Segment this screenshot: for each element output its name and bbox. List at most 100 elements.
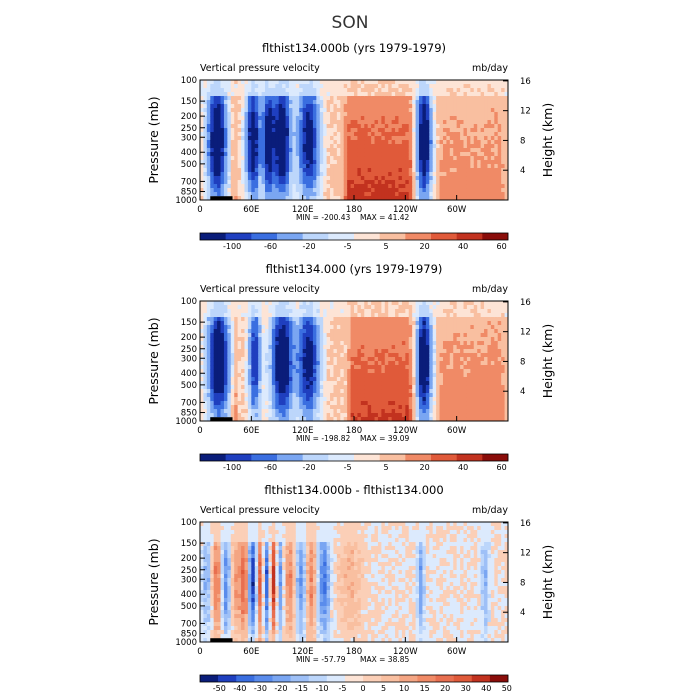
heatmap-cell: [247, 180, 252, 185]
heatmap-cell: [323, 152, 328, 157]
heatmap-cell: [285, 401, 290, 406]
heatmap-cell: [497, 116, 502, 121]
heatmap-cell: [223, 88, 228, 93]
heatmap-cell: [367, 377, 372, 382]
heatmap-cell: [251, 325, 256, 330]
heatmap-cell: [282, 180, 287, 185]
heatmap-cell: [271, 357, 276, 362]
heatmap-cell: [275, 405, 280, 410]
heatmap-cell: [350, 132, 355, 137]
heatmap-cell: [244, 353, 249, 358]
heatmap-cell: [432, 381, 437, 386]
heatmap-cell: [292, 329, 297, 334]
heatmap-cell: [227, 124, 232, 129]
heatmap-cell: [323, 96, 328, 101]
heatmap-cell: [429, 92, 434, 97]
heatmap-cell: [258, 84, 263, 89]
heatmap-cell: [347, 160, 352, 165]
heatmap-cell: [203, 140, 208, 145]
heatmap-cell: [480, 196, 485, 200]
heatmap-cell: [398, 176, 403, 181]
heatmap-cell: [412, 160, 417, 165]
heatmap-cell: [295, 160, 300, 165]
heatmap-cell: [442, 301, 447, 306]
heatmap-cell: [484, 104, 488, 109]
heatmap-cell: [354, 104, 358, 109]
heatmap-cell: [288, 80, 293, 85]
heatmap-cell: [504, 196, 508, 200]
heatmap-cell: [230, 329, 235, 334]
heatmap-cell: [490, 196, 495, 200]
heatmap-cell: [227, 120, 232, 125]
heatmap-cell: [442, 124, 447, 129]
heatmap-cell: [436, 413, 441, 418]
heatmap-cell: [504, 148, 508, 153]
heatmap-cell: [330, 84, 334, 89]
heatmap-cell: [213, 144, 218, 149]
heatmap-cell: [230, 317, 235, 322]
heatmap-cell: [241, 349, 245, 354]
heatmap-cell: [487, 184, 492, 189]
heatmap-cell: [357, 301, 362, 306]
heatmap-cell: [316, 417, 321, 421]
heatmap-cell: [405, 100, 410, 105]
heatmap-cell: [343, 385, 348, 390]
heatmap-cell: [292, 325, 297, 330]
heatmap-cell: [408, 140, 413, 145]
heatmap-cell: [230, 96, 235, 101]
heatmap-cell: [340, 132, 345, 137]
heatmap-cell: [312, 104, 317, 109]
heatmap-cell: [422, 136, 427, 141]
heatmap-cell: [381, 80, 386, 85]
heatmap-cell: [463, 148, 468, 153]
heatmap-cell: [466, 188, 471, 193]
heatmap-cell: [367, 164, 372, 169]
heatmap-cell: [306, 152, 311, 157]
heatmap-cell: [241, 184, 245, 189]
heatmap-cell: [354, 329, 358, 334]
heatmap-cell: [357, 172, 362, 177]
heatmap-cell: [460, 112, 465, 117]
heatmap-cell: [227, 349, 232, 354]
heatmap-cell: [490, 80, 495, 85]
heatmap-cell: [265, 389, 269, 394]
heatmap-cell: [292, 112, 297, 117]
heatmap-cell: [395, 317, 399, 322]
heatmap-cell: [282, 389, 287, 394]
heatmap-cell: [288, 192, 293, 197]
heatmap-cell: [340, 385, 345, 390]
heatmap-cell: [247, 196, 252, 200]
heatmap-cell: [354, 84, 358, 89]
heatmap-cell: [391, 196, 396, 200]
heatmap-cell: [456, 108, 461, 113]
heatmap-cell: [285, 409, 290, 414]
heatmap-cell: [217, 365, 222, 370]
heatmap-cell: [234, 377, 239, 382]
heatmap-cell: [381, 341, 386, 346]
heatmap-cell: [429, 349, 434, 354]
heatmap-cell: [295, 353, 300, 358]
heatmap-cell: [251, 409, 256, 414]
heatmap-cell: [504, 96, 508, 101]
heatmap-cell: [460, 80, 465, 85]
heatmap-cell: [230, 397, 235, 402]
heatmap-cell: [388, 100, 393, 105]
heatmap-cell: [347, 373, 352, 378]
heatmap-cell: [442, 192, 447, 197]
heatmap-cell: [494, 124, 499, 129]
heatmap-cell: [302, 196, 307, 200]
heatmap-cell: [357, 373, 362, 378]
heatmap-cell: [395, 140, 399, 145]
heatmap-cell: [203, 317, 208, 322]
heatmap-cell: [333, 192, 338, 197]
heatmap-cell: [306, 373, 311, 378]
heatmap-cell: [408, 84, 413, 89]
heatmap-cell: [367, 385, 372, 390]
heatmap-cell: [374, 317, 379, 322]
heatmap-cell: [446, 180, 451, 185]
heatmap-cell: [371, 329, 376, 334]
heatmap-cell: [261, 329, 266, 334]
heatmap-cell: [347, 309, 352, 314]
heatmap-cell: [371, 389, 376, 394]
heatmap-cell: [347, 337, 352, 342]
